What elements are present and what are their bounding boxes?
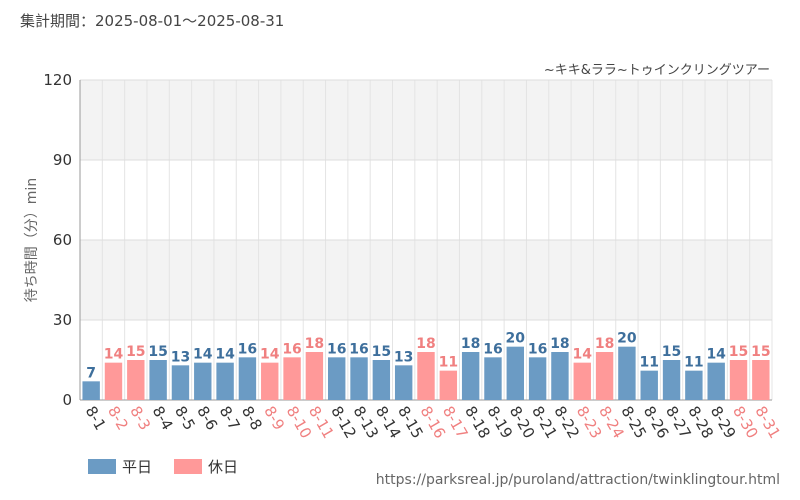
x-tick-label: 8-4	[149, 403, 177, 433]
legend-item-holiday: 休日	[174, 456, 238, 477]
plot-band	[80, 160, 772, 240]
value-label: 13	[171, 349, 190, 365]
bar-8-7	[216, 362, 234, 400]
value-label: 15	[662, 344, 681, 360]
bar-8-20	[506, 346, 524, 400]
bar-8-22	[551, 352, 569, 400]
y-tick-labels: 0 30 60 90 120	[43, 71, 72, 409]
value-label: 13	[394, 349, 413, 365]
bar-8-3	[127, 360, 145, 400]
plot-band	[80, 80, 772, 160]
bar-8-23	[573, 362, 591, 400]
chart-title: ~キキ&ララ~トゥインクリングツアー	[544, 63, 770, 78]
x-tick-label: 8-8	[238, 403, 266, 433]
bar-8-12	[328, 357, 346, 400]
value-label: 7	[86, 365, 96, 381]
bar-8-31	[752, 360, 770, 400]
value-label: 15	[729, 344, 748, 360]
x-tick-label: 8-9	[260, 403, 288, 433]
bar-8-16	[417, 352, 435, 400]
bar-8-6	[194, 362, 212, 400]
value-label: 16	[282, 341, 301, 357]
bar-8-11	[305, 352, 324, 400]
bar-8-24	[595, 352, 614, 400]
bar-8-2	[104, 362, 123, 400]
value-label: 14	[215, 347, 235, 363]
y-tick-label: 30	[53, 311, 72, 329]
value-label: 11	[639, 355, 658, 371]
value-label: 20	[617, 331, 637, 347]
value-label: 16	[349, 341, 368, 357]
bar-8-26	[640, 370, 658, 400]
x-tick-label: 8-3	[126, 403, 154, 433]
value-label: 16	[483, 341, 502, 357]
y-tick-label: 90	[53, 151, 72, 169]
value-label: 18	[595, 336, 614, 352]
legend-label-holiday: 休日	[208, 458, 239, 476]
bar-8-15	[394, 365, 413, 400]
bar-8-21	[528, 357, 547, 400]
bar-8-19	[484, 357, 502, 400]
value-label: 14	[193, 347, 213, 363]
bar-8-13	[350, 357, 368, 400]
value-label: 16	[238, 341, 257, 357]
value-label: 11	[439, 355, 458, 371]
value-label: 11	[684, 355, 703, 371]
value-label: 16	[528, 341, 547, 357]
y-axis-label: 待ち時間（分）min	[24, 178, 40, 302]
x-tick-label: 8-6	[193, 403, 221, 433]
plot-band	[80, 240, 772, 320]
x-tick-labels: 8-18-28-38-48-58-68-78-88-98-108-118-128…	[82, 403, 784, 441]
bar-8-14	[372, 360, 391, 400]
value-label: 15	[148, 344, 167, 360]
value-label: 15	[751, 344, 770, 360]
bar-8-4	[149, 360, 167, 400]
period-label: 集計期間：2025-08-01～2025-08-31	[20, 12, 285, 30]
value-label: 15	[126, 344, 145, 360]
bar-8-25	[618, 346, 636, 400]
x-tick-label: 8-7	[216, 403, 244, 433]
x-tick-label: 8-5	[171, 403, 199, 433]
value-label: 18	[461, 336, 480, 352]
value-label: 18	[550, 336, 569, 352]
bar-8-28	[685, 370, 703, 400]
grid-lines	[79, 79, 773, 401]
y-tick-label: 0	[62, 391, 72, 409]
bar-8-8	[238, 357, 257, 400]
legend-swatch-holiday	[174, 459, 203, 474]
bar-8-5	[171, 365, 190, 400]
value-label: 18	[305, 336, 324, 352]
legend-swatch-weekday	[88, 459, 116, 474]
legend-label-weekday: 平日	[122, 458, 153, 476]
bar-series	[82, 346, 770, 400]
legend-item-weekday: 平日	[88, 456, 152, 477]
x-tick-label: 8-2	[104, 403, 132, 433]
bar-8-10	[283, 357, 301, 400]
value-label: 15	[372, 344, 391, 360]
source-url[interactable]: https://parksreal.jp/puroland/attraction…	[375, 472, 780, 488]
bar-8-9	[261, 362, 279, 400]
value-label: 20	[506, 331, 526, 347]
bar-8-17	[439, 370, 458, 400]
bar-8-1	[82, 381, 100, 400]
bar-8-30	[729, 360, 748, 400]
x-tick-label: 8-1	[82, 403, 110, 433]
value-label: 18	[416, 336, 435, 352]
y-tick-label: 120	[43, 71, 72, 89]
value-label: 14	[706, 347, 726, 363]
value-label: 14	[260, 347, 280, 363]
bar-8-29	[707, 362, 725, 400]
bar-8-18	[461, 352, 480, 400]
value-label: 14	[573, 347, 593, 363]
value-label: 16	[327, 341, 346, 357]
legend: 平日 休日	[88, 456, 260, 477]
bar-8-27	[662, 360, 681, 400]
y-tick-label: 60	[53, 231, 72, 249]
value-label: 14	[104, 347, 124, 363]
